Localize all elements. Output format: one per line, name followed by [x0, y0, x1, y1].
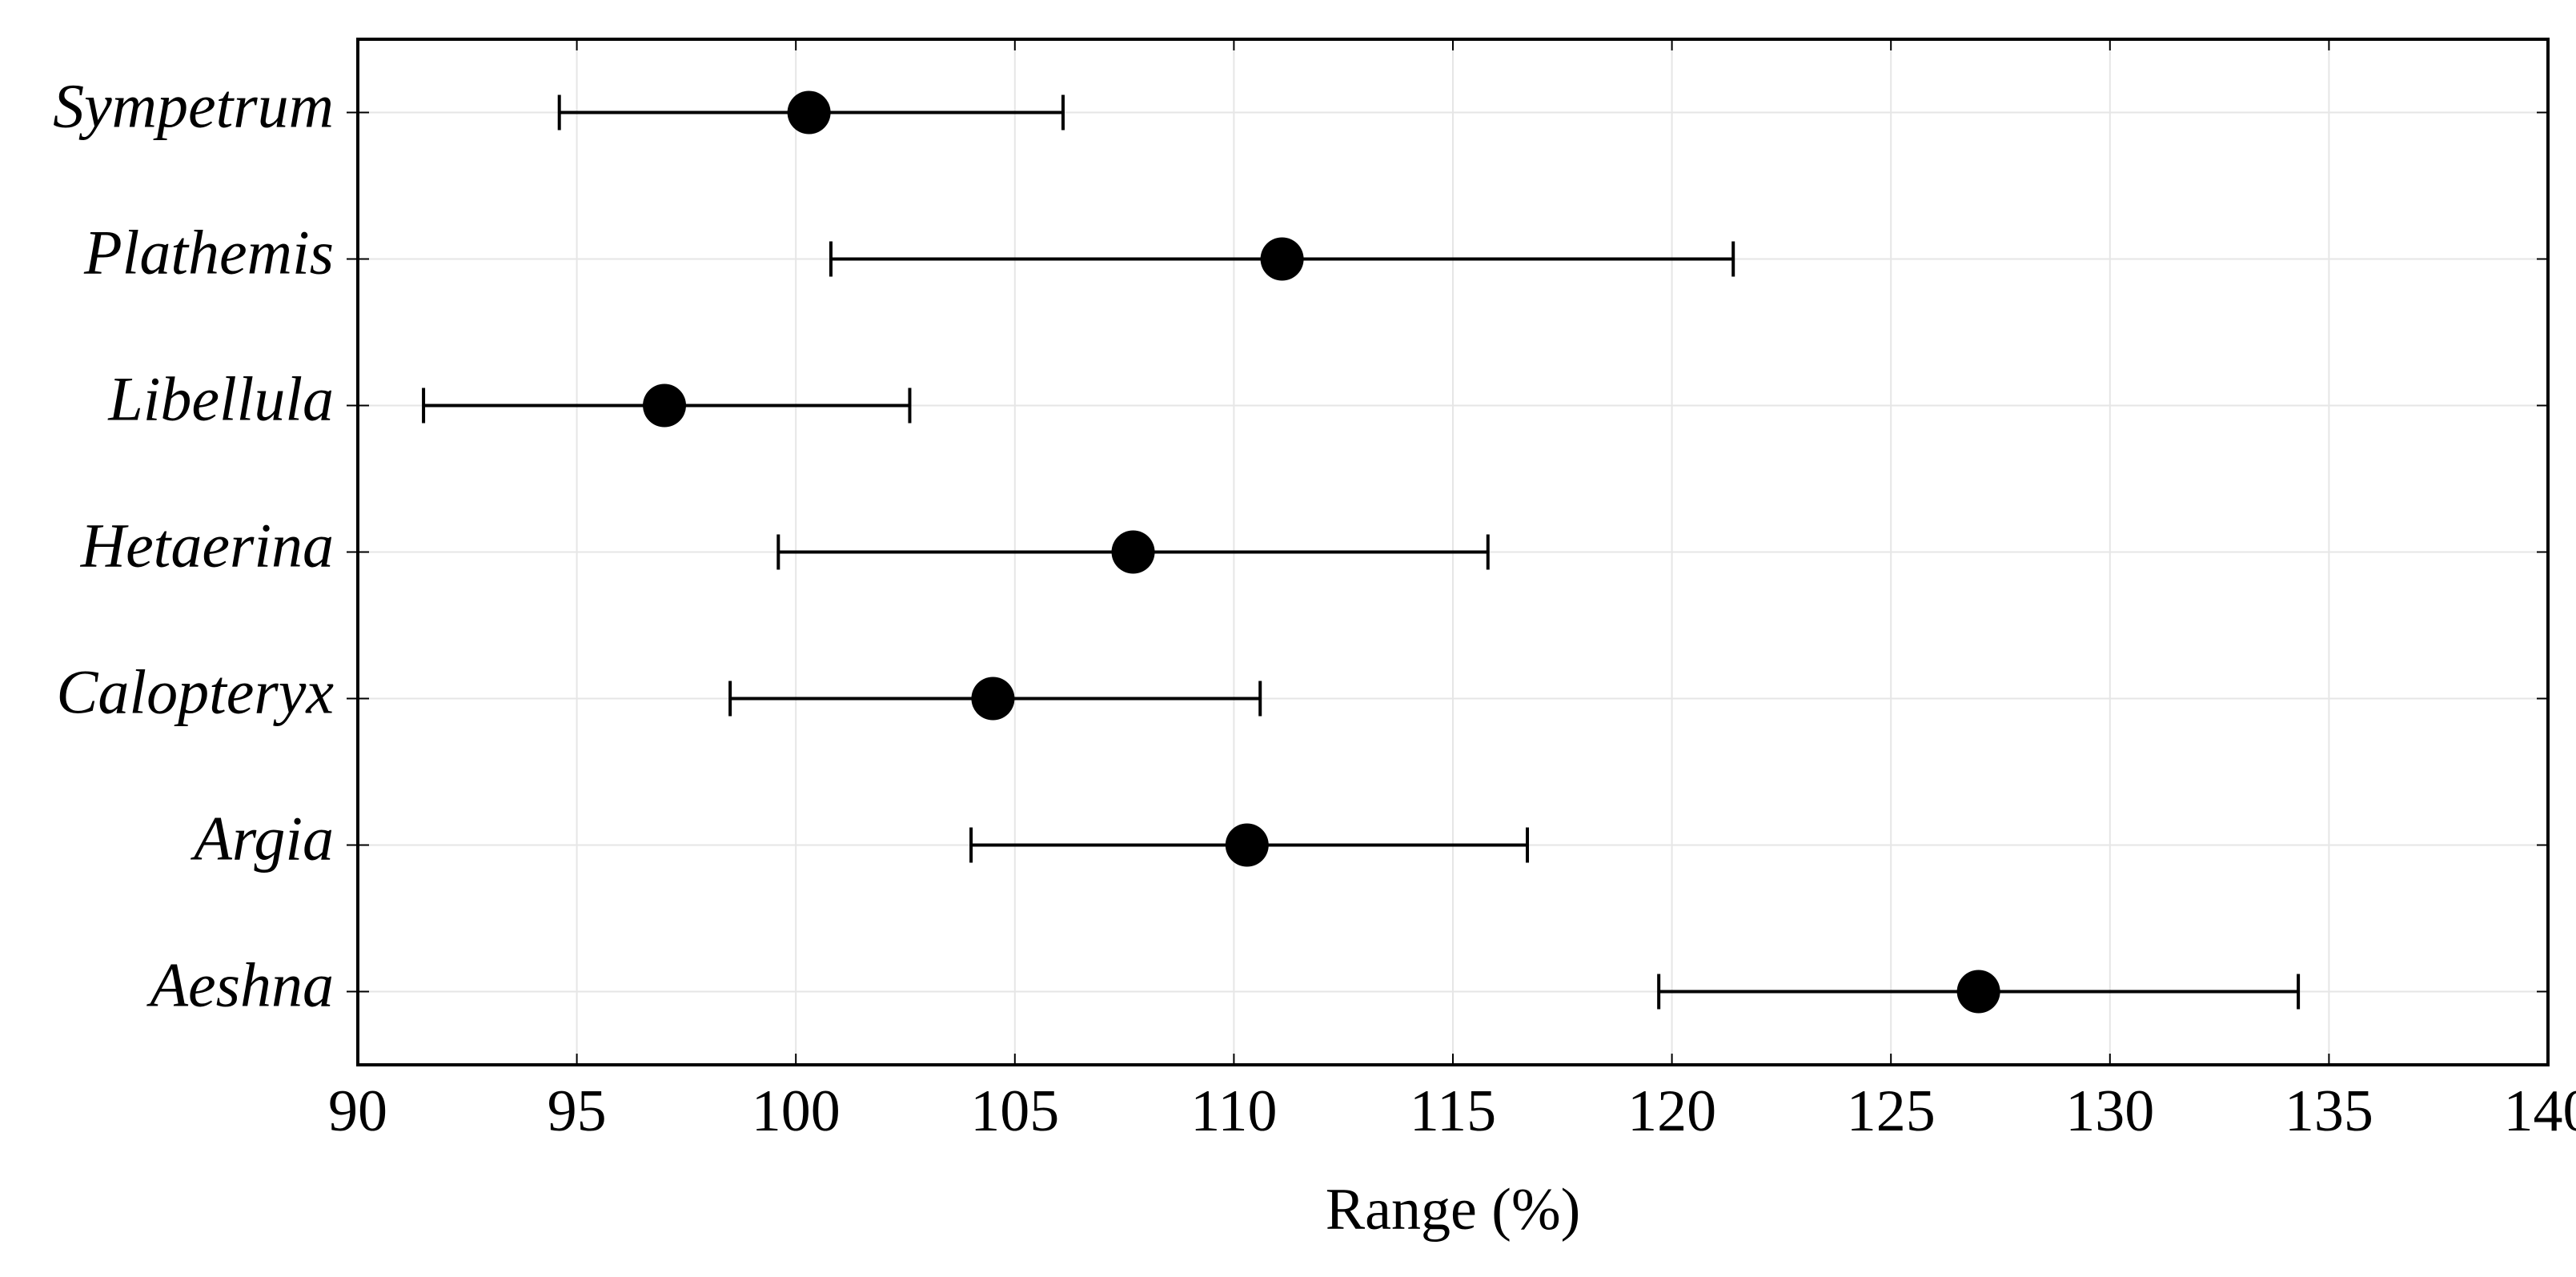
y-tick-label: Calopteryx: [56, 657, 334, 726]
x-tick-label: 130: [2065, 1078, 2154, 1144]
y-tick-label: Libellula: [107, 363, 334, 433]
y-tick-label: Hetaerina: [80, 510, 334, 580]
point: [1111, 530, 1155, 574]
x-axis-title: Range (%): [1326, 1177, 1580, 1243]
point: [787, 90, 831, 135]
point: [643, 384, 687, 428]
y-tick-label: Sympetrum: [53, 70, 334, 140]
point: [1225, 823, 1269, 867]
y-tick-label: Argia: [190, 803, 334, 873]
point: [1260, 237, 1304, 281]
x-tick-label: 95: [548, 1078, 607, 1144]
x-tick-label: 100: [752, 1078, 841, 1144]
x-tick-label: 105: [970, 1078, 1059, 1144]
plot-frame: [356, 38, 2550, 1066]
point: [1956, 970, 2000, 1014]
x-tick-label: 120: [1627, 1078, 1716, 1144]
point: [971, 677, 1015, 721]
y-tick-label: Plathemis: [83, 217, 334, 287]
x-tick-label: 110: [1190, 1078, 1277, 1144]
x-tick-label: 125: [1847, 1078, 1936, 1144]
x-tick-label: 115: [1410, 1078, 1496, 1144]
x-tick-label: 140: [2504, 1078, 2576, 1144]
x-tick-label: 135: [2285, 1078, 2373, 1144]
y-tick-label: Aeshna: [146, 950, 334, 1019]
x-tick-label: 90: [328, 1078, 387, 1144]
